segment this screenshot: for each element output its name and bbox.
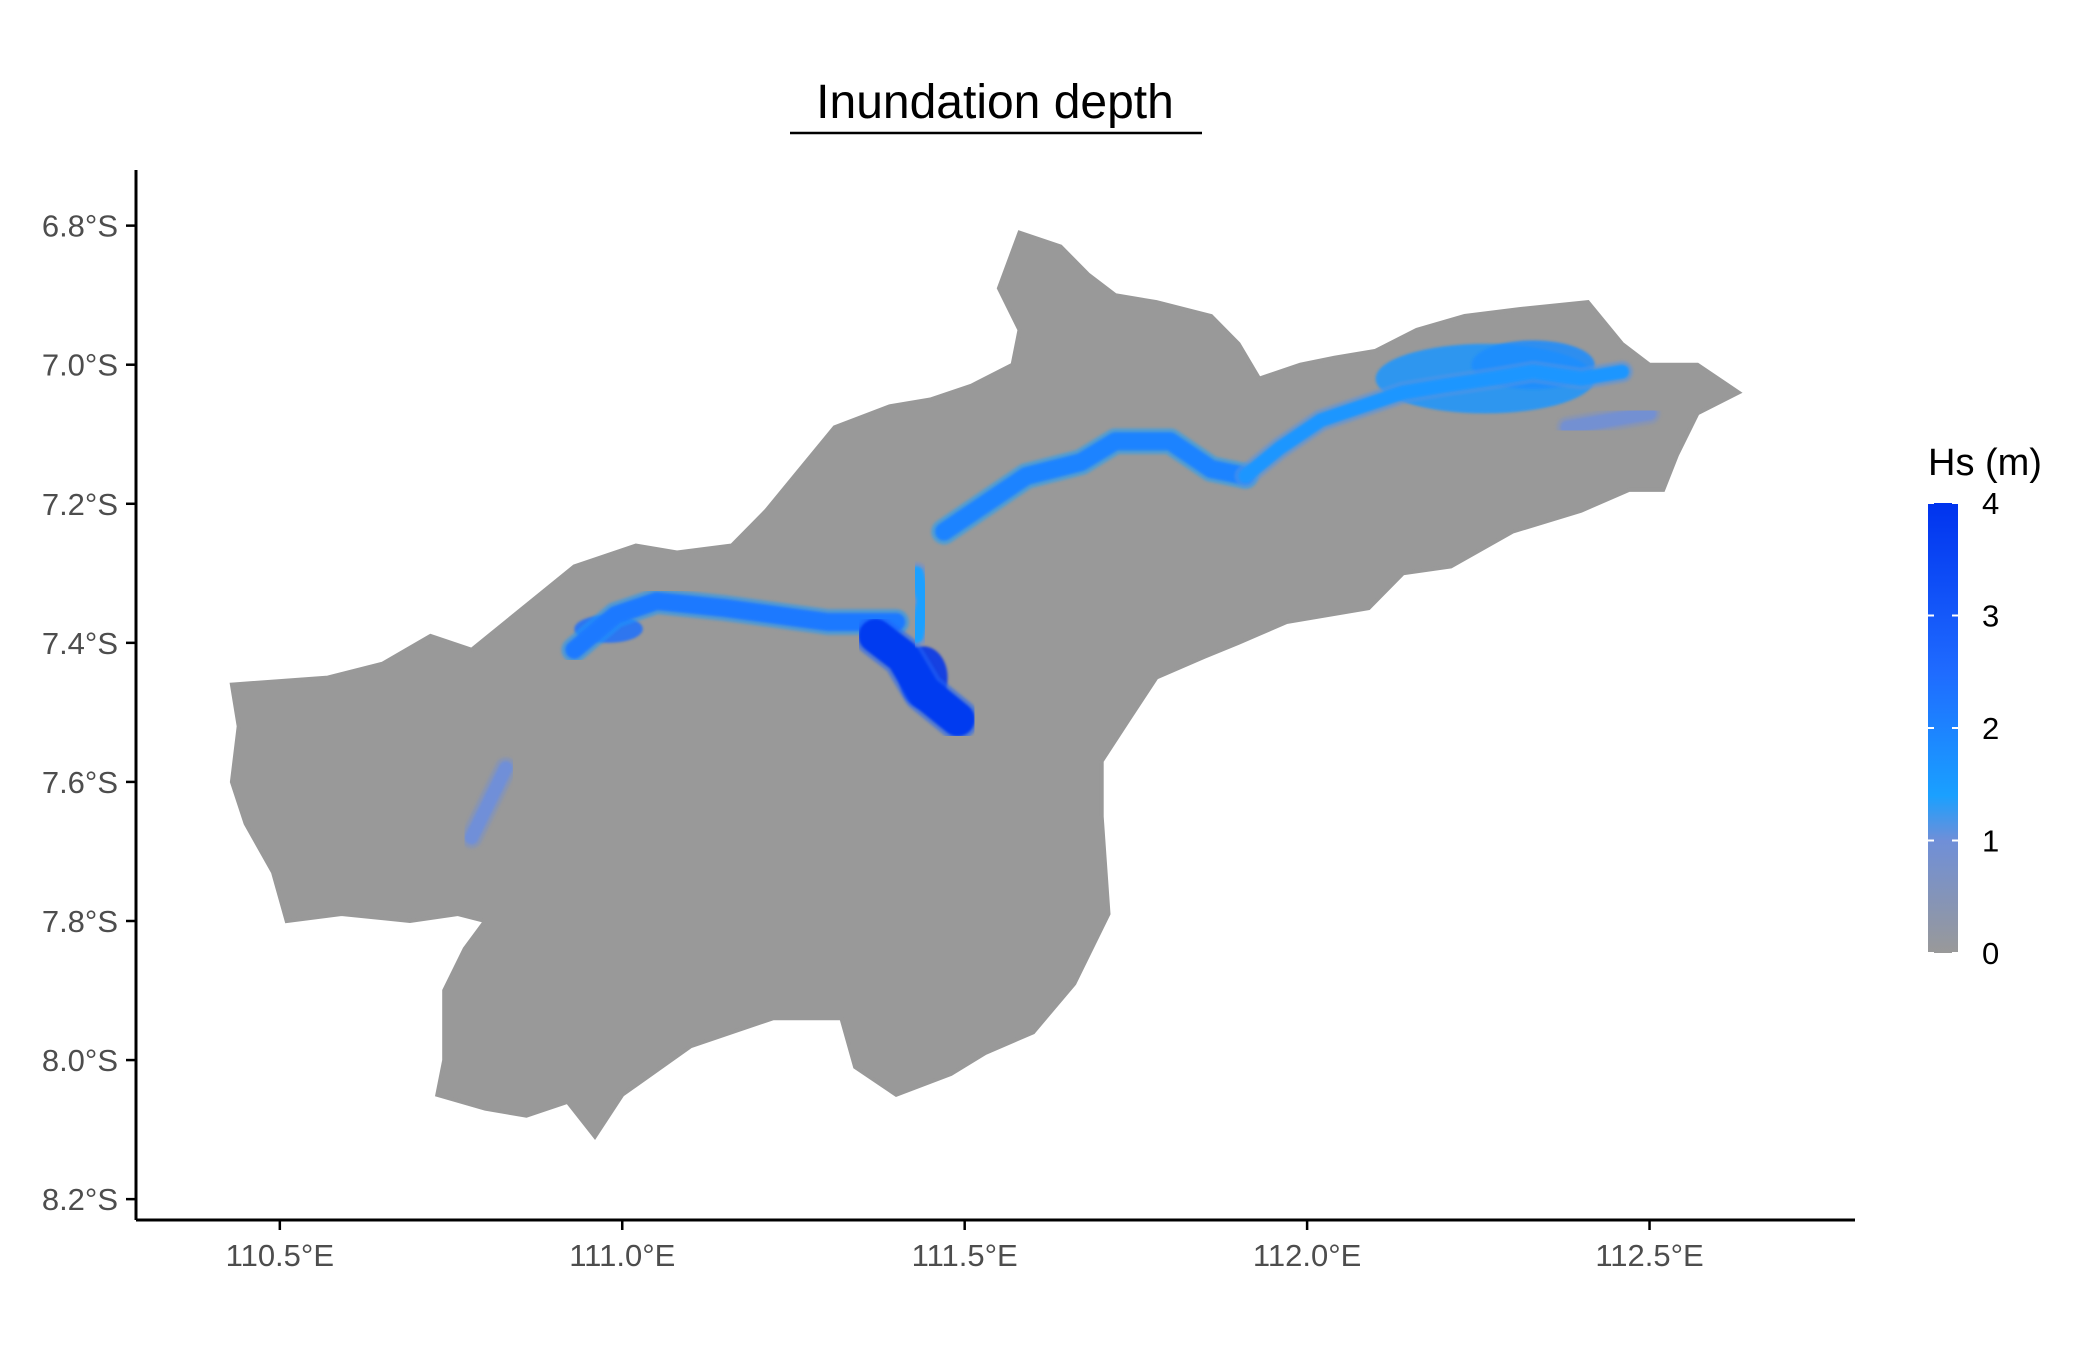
flood-channel-mid	[858, 618, 975, 737]
legend-ticks: 0 1 2 3 4	[1928, 486, 1999, 971]
y-tick-label: 6.8°S	[42, 209, 118, 244]
y-tick-label: 7.6°S	[42, 765, 118, 800]
y-tick-label: 8.2°S	[42, 1182, 118, 1217]
x-axis-ticks: 110.5°E 111.0°E 111.5°E 112.0°E 112.5°E	[226, 1220, 1704, 1273]
flood-layer	[460, 340, 1661, 849]
legend-tick-label: 0	[1982, 936, 1999, 971]
y-tick-label: 8.0°S	[42, 1043, 118, 1078]
y-tick-label: 7.4°S	[42, 626, 118, 661]
y-tick-label: 7.8°S	[42, 904, 118, 939]
basin-area	[229, 230, 1743, 1141]
x-tick-label: 112.5°E	[1595, 1238, 1703, 1273]
legend-tick-label: 2	[1982, 711, 1999, 746]
flood-channel-central	[935, 432, 1255, 541]
flood-channel-outlet	[1560, 406, 1657, 435]
y-axis-ticks: 6.8°S 7.0°S 7.2°S 7.4°S 7.6°S 7.8°S 8.0°S 8.2°S	[42, 209, 136, 1217]
flood-channel-trib	[909, 566, 931, 643]
basin-layer	[229, 230, 1743, 1141]
x-tick-label: 112.0°E	[1253, 1238, 1361, 1273]
legend-tick-label: 1	[1982, 824, 1999, 859]
depth-legend: Hs (m) 0 1 2 3 4	[1928, 442, 2042, 971]
flood-channel-south-west	[464, 761, 513, 845]
y-tick-label: 7.0°S	[42, 348, 118, 383]
legend-title: Hs (m)	[1928, 442, 2042, 484]
y-tick-label: 7.2°S	[42, 487, 118, 522]
flood-channel-lower	[1238, 364, 1630, 483]
legend-tick-label: 4	[1982, 486, 1999, 521]
x-tick-label: 111.5°E	[912, 1238, 1018, 1273]
map-title: Inundation depth	[816, 76, 1174, 129]
x-tick-label: 111.0°E	[569, 1238, 675, 1273]
legend-tick-label: 3	[1982, 599, 1999, 634]
x-tick-label: 110.5°E	[226, 1238, 334, 1273]
flood-channel-upper	[565, 592, 906, 659]
